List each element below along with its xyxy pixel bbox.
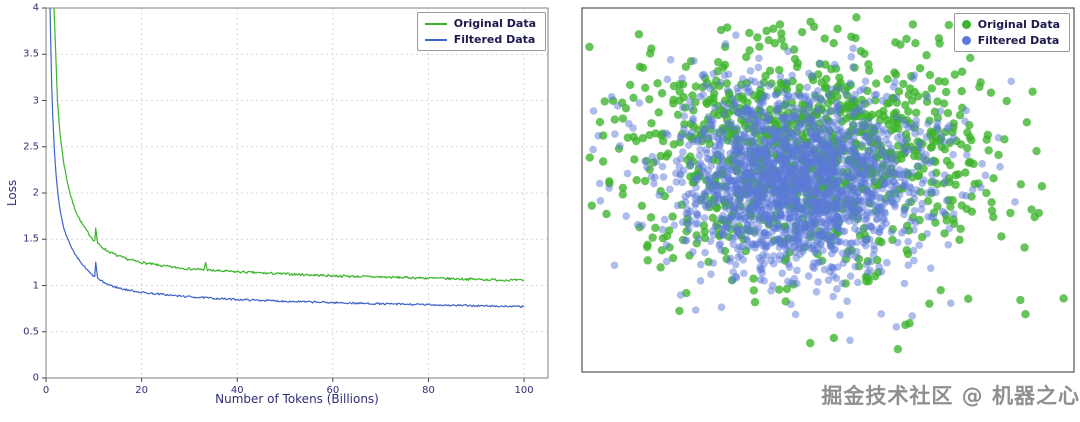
- y-tick-label: 1: [32, 280, 39, 291]
- y-tick-label: 1.5: [23, 233, 39, 245]
- y-tick-label: 4: [32, 2, 39, 14]
- scatter-legend: Original Data Filtered Data: [953, 13, 1070, 52]
- scatter-plot-canvas: [560, 0, 1080, 422]
- watermark-text: 掘金技术社区 @ 机器之心: [821, 384, 1080, 408]
- x-tick-label: 60: [326, 385, 340, 396]
- y-axis-label: Loss: [5, 179, 19, 207]
- legend-line-swatch: [424, 38, 447, 41]
- y-tick-label: 0: [32, 372, 39, 384]
- legend-label: Filtered Data: [977, 34, 1060, 47]
- x-tick-label: 0: [42, 385, 50, 396]
- x-tick-label: 20: [135, 385, 148, 396]
- x-tick-label: 80: [422, 385, 435, 396]
- legend-dot-swatch: [961, 36, 971, 45]
- legend-item: Filtered Data: [961, 34, 1060, 47]
- y-tick-label: 3: [32, 95, 39, 106]
- scatter-figure: Original Data Filtered Data 掘金技术社区 @ 机器之心: [560, 0, 1080, 422]
- y-tick-label: 2: [32, 187, 39, 199]
- legend-item: Original Data: [961, 18, 1060, 31]
- line-chart-legend: Original Data Filtered Data: [416, 12, 546, 51]
- x-tick-label: 100: [514, 385, 534, 396]
- legend-dot-swatch: [961, 20, 971, 29]
- legend-label: Original Data: [977, 18, 1060, 31]
- x-tick-label: 40: [230, 385, 244, 396]
- legend-line-swatch: [424, 22, 447, 25]
- legend-label: Original Data: [453, 17, 536, 30]
- x-axis-label: Number of Tokens (Billions): [215, 392, 379, 406]
- legend-item: Original Data: [424, 17, 536, 30]
- y-tick-label: 2.5: [23, 141, 39, 153]
- y-tick-label: 0.5: [23, 326, 39, 338]
- legend-label: Filtered Data: [453, 33, 536, 46]
- y-tick-label: 3.5: [23, 48, 39, 60]
- legend-item: Filtered Data: [424, 33, 536, 46]
- loss-line-chart-canvas: [0, 0, 560, 422]
- loss-curve-figure: Loss Number of Tokens (Billions) Origina…: [0, 0, 560, 422]
